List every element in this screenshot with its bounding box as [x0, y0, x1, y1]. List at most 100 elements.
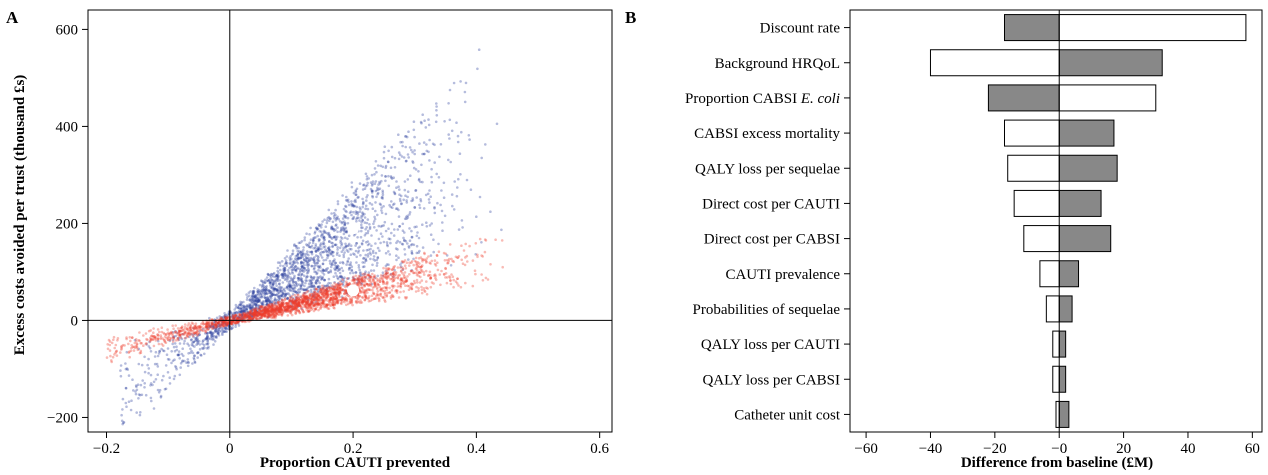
scatter-point	[358, 245, 362, 249]
bar-low	[1023, 225, 1060, 253]
scatter-point	[179, 336, 182, 339]
scatter-point	[224, 326, 227, 329]
scatter-point	[114, 343, 118, 347]
scatter-point	[335, 223, 338, 226]
scatter-point	[435, 105, 438, 108]
scatter-point	[210, 334, 214, 338]
scatter-point	[174, 324, 177, 327]
scatter-point	[254, 299, 258, 303]
scatter-point	[362, 257, 365, 260]
scatter-point	[251, 298, 254, 302]
scatter-point	[383, 289, 386, 293]
scatter-point	[336, 246, 339, 249]
scatter-point	[311, 285, 314, 288]
scatter-point	[387, 227, 390, 230]
scatter-point	[240, 314, 244, 317]
scatter-point	[382, 240, 386, 244]
scatter-point	[192, 340, 195, 344]
scatter-point	[340, 276, 344, 280]
scatter-point	[257, 306, 261, 310]
scatter-point	[310, 278, 314, 282]
scatter-point	[271, 293, 274, 296]
reference-lines-a	[88, 10, 612, 432]
scatter-point	[286, 269, 290, 272]
scatter-point	[269, 281, 273, 285]
scatter-point	[288, 283, 292, 286]
scatter-point	[186, 358, 190, 361]
scatter-point	[370, 234, 373, 237]
scatter-point	[338, 220, 342, 223]
scatter-point	[460, 258, 464, 262]
scatter-point	[241, 310, 245, 313]
scatter-point	[399, 290, 402, 294]
scatter-point	[253, 307, 257, 311]
scatter-point	[306, 244, 309, 247]
scatter-point	[317, 224, 321, 228]
scatter-point	[421, 180, 424, 184]
scatter-point	[307, 282, 311, 286]
scatter-point	[272, 281, 275, 284]
scatter-point	[313, 270, 316, 274]
scatter-point	[347, 242, 351, 246]
scatter-point	[384, 179, 387, 183]
scatter-point	[310, 264, 314, 268]
scatter-point	[417, 236, 421, 240]
scatter-point	[432, 238, 435, 241]
scatter-point	[469, 188, 473, 191]
scatter-point	[367, 299, 371, 303]
scatter-point	[312, 295, 316, 299]
scatter-point	[371, 194, 374, 198]
scatter-point	[360, 283, 364, 286]
scatter-point	[371, 207, 375, 210]
scatter-point	[415, 285, 418, 289]
scatter-point	[329, 265, 333, 269]
scatter-point	[207, 345, 210, 349]
scatter-point	[342, 227, 346, 230]
scatter-point	[261, 281, 265, 285]
scatter-point	[375, 287, 379, 291]
scatter-point	[162, 349, 166, 353]
scatter-point	[115, 354, 119, 357]
scatter-point	[419, 120, 423, 124]
scatter-point	[333, 267, 336, 270]
scatter-point	[342, 214, 346, 217]
scatter-point	[242, 308, 246, 312]
scatter-point	[274, 300, 278, 304]
scatter-point	[175, 345, 178, 349]
scatter-point	[343, 223, 347, 226]
scatter-point	[318, 276, 321, 279]
scatter-point	[310, 258, 313, 261]
scatter-point	[290, 265, 293, 268]
scatter-point	[183, 323, 187, 326]
scatter-point	[271, 288, 275, 291]
scatter-point	[262, 287, 266, 290]
scatter-point	[317, 223, 321, 226]
scatter-point	[243, 310, 246, 314]
scatter-point	[268, 298, 271, 302]
scatter-point	[338, 254, 341, 257]
scatter-point	[126, 368, 129, 371]
scatter-point	[243, 314, 247, 317]
scatter-point	[451, 204, 454, 208]
scatter-point	[248, 305, 252, 309]
scatter-point	[370, 280, 373, 284]
scatter-point	[432, 274, 436, 277]
scatter-point	[336, 215, 339, 219]
scatter-point	[309, 226, 312, 230]
scatter-point	[399, 199, 402, 203]
scatter-point	[289, 285, 292, 288]
scatter-point	[177, 350, 181, 353]
scatter-point	[289, 289, 292, 292]
scatter-point	[272, 280, 276, 283]
scatter-point	[257, 313, 261, 316]
scatter-point	[371, 249, 375, 253]
scatter-point	[195, 339, 199, 343]
scatter-point	[335, 283, 339, 286]
scatter-point	[281, 292, 285, 296]
scatter-point	[147, 371, 150, 375]
scatter-point	[267, 304, 271, 308]
scatter-point	[296, 257, 300, 261]
scatter-point	[286, 262, 289, 265]
scatter-point	[309, 246, 313, 249]
